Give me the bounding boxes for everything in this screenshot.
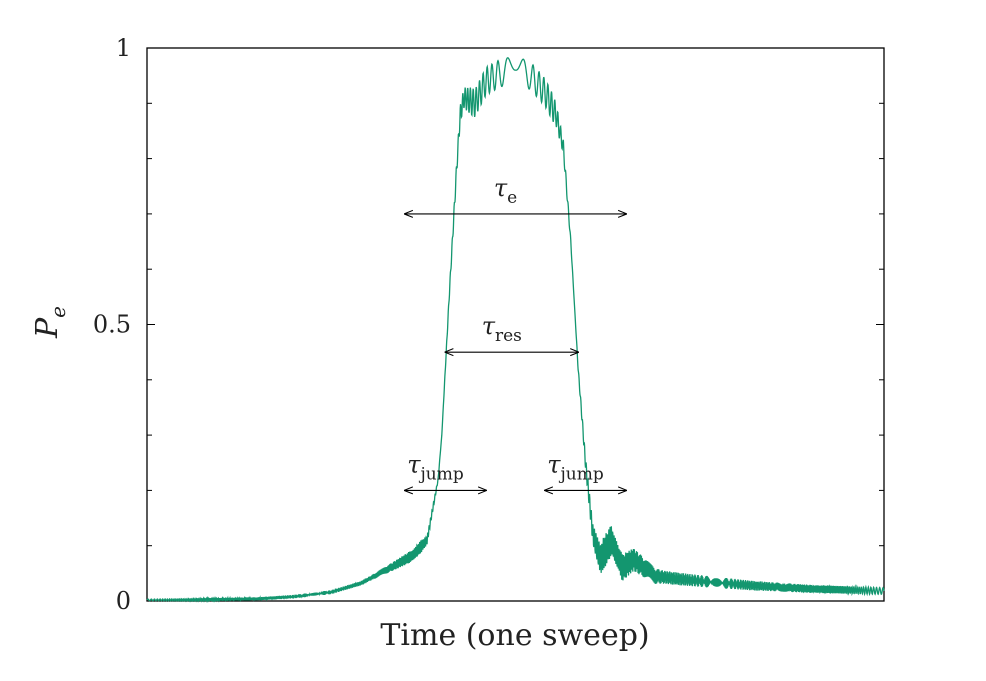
annotation-e: τe: [405, 174, 626, 214]
plot-frame: [146, 47, 885, 602]
annotation-label: τjump: [407, 450, 464, 484]
y-tick-labels: 00.51: [93, 34, 131, 615]
annotation-jump: τjump: [405, 450, 486, 490]
annotation-label-main: τ: [482, 312, 496, 340]
annotation-res: τres: [445, 312, 578, 352]
annotation-label: τres: [482, 312, 522, 346]
y-tick-label: 0: [116, 587, 131, 615]
y-axis-title: Pe: [30, 306, 70, 339]
annotation-label-main: τ: [407, 450, 421, 478]
annotation-label-sub: e: [507, 188, 517, 208]
y-axis-title-sub: e: [46, 306, 70, 318]
annotation-label-sub: res: [495, 326, 522, 346]
annotation-label-sub: jump: [559, 464, 604, 484]
y-tick-label: 0.5: [93, 311, 131, 339]
plot-border: [146, 47, 885, 602]
x-axis-title: Time (one sweep): [380, 618, 649, 653]
annotation-jump: τjump: [545, 450, 626, 490]
annotation-label-main: τ: [547, 450, 561, 478]
y-tick-label: 1: [116, 34, 131, 62]
y-axis-title-main: P: [30, 317, 65, 339]
annotation-label: τjump: [547, 450, 604, 484]
annotation-label-main: τ: [494, 174, 508, 202]
annotation-label: τe: [494, 174, 517, 208]
annotation-label-sub: jump: [419, 464, 464, 484]
minor-ticks: [147, 47, 884, 602]
series-line: [146, 57, 885, 603]
